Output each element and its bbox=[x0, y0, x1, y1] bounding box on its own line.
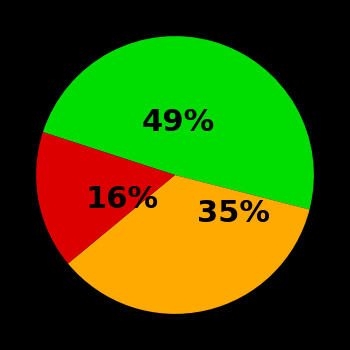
Wedge shape bbox=[68, 175, 309, 314]
Wedge shape bbox=[43, 36, 314, 210]
Text: 49%: 49% bbox=[141, 108, 215, 137]
Wedge shape bbox=[36, 132, 175, 264]
Text: 16%: 16% bbox=[86, 186, 159, 215]
Text: 35%: 35% bbox=[197, 199, 270, 229]
